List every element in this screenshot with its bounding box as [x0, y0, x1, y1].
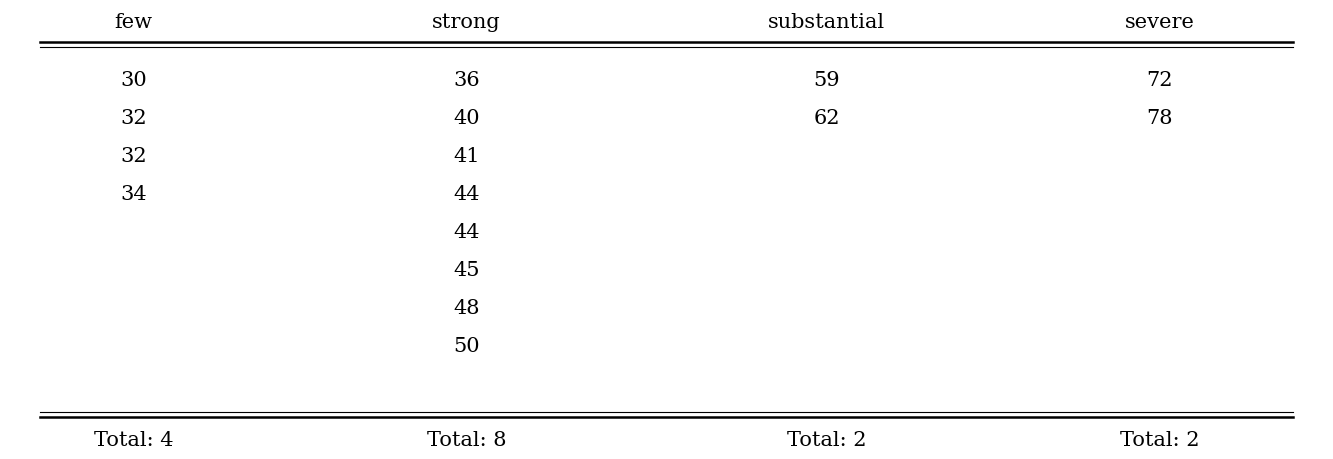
- Text: 34: 34: [120, 185, 147, 203]
- Text: Total: 8: Total: 8: [427, 431, 507, 449]
- Text: 41: 41: [453, 146, 480, 166]
- Text: 36: 36: [453, 71, 480, 90]
- Text: 72: 72: [1146, 71, 1173, 90]
- Text: severe: severe: [1125, 12, 1194, 32]
- Text: Total: 2: Total: 2: [786, 431, 866, 449]
- Text: 32: 32: [120, 146, 147, 166]
- Text: 40: 40: [453, 108, 480, 128]
- Text: 44: 44: [453, 223, 480, 241]
- Text: substantial: substantial: [768, 12, 885, 32]
- Text: 62: 62: [813, 108, 840, 128]
- Text: 32: 32: [120, 108, 147, 128]
- Text: few: few: [115, 12, 152, 32]
- Text: 48: 48: [453, 298, 480, 318]
- Text: 44: 44: [453, 185, 480, 203]
- Text: Total: 2: Total: 2: [1120, 431, 1200, 449]
- Text: 50: 50: [453, 336, 480, 356]
- Text: strong: strong: [432, 12, 501, 32]
- Text: 45: 45: [453, 261, 480, 280]
- Text: 78: 78: [1146, 108, 1173, 128]
- Text: 30: 30: [120, 71, 147, 90]
- Text: 59: 59: [813, 71, 840, 90]
- Text: Total: 4: Total: 4: [93, 431, 173, 449]
